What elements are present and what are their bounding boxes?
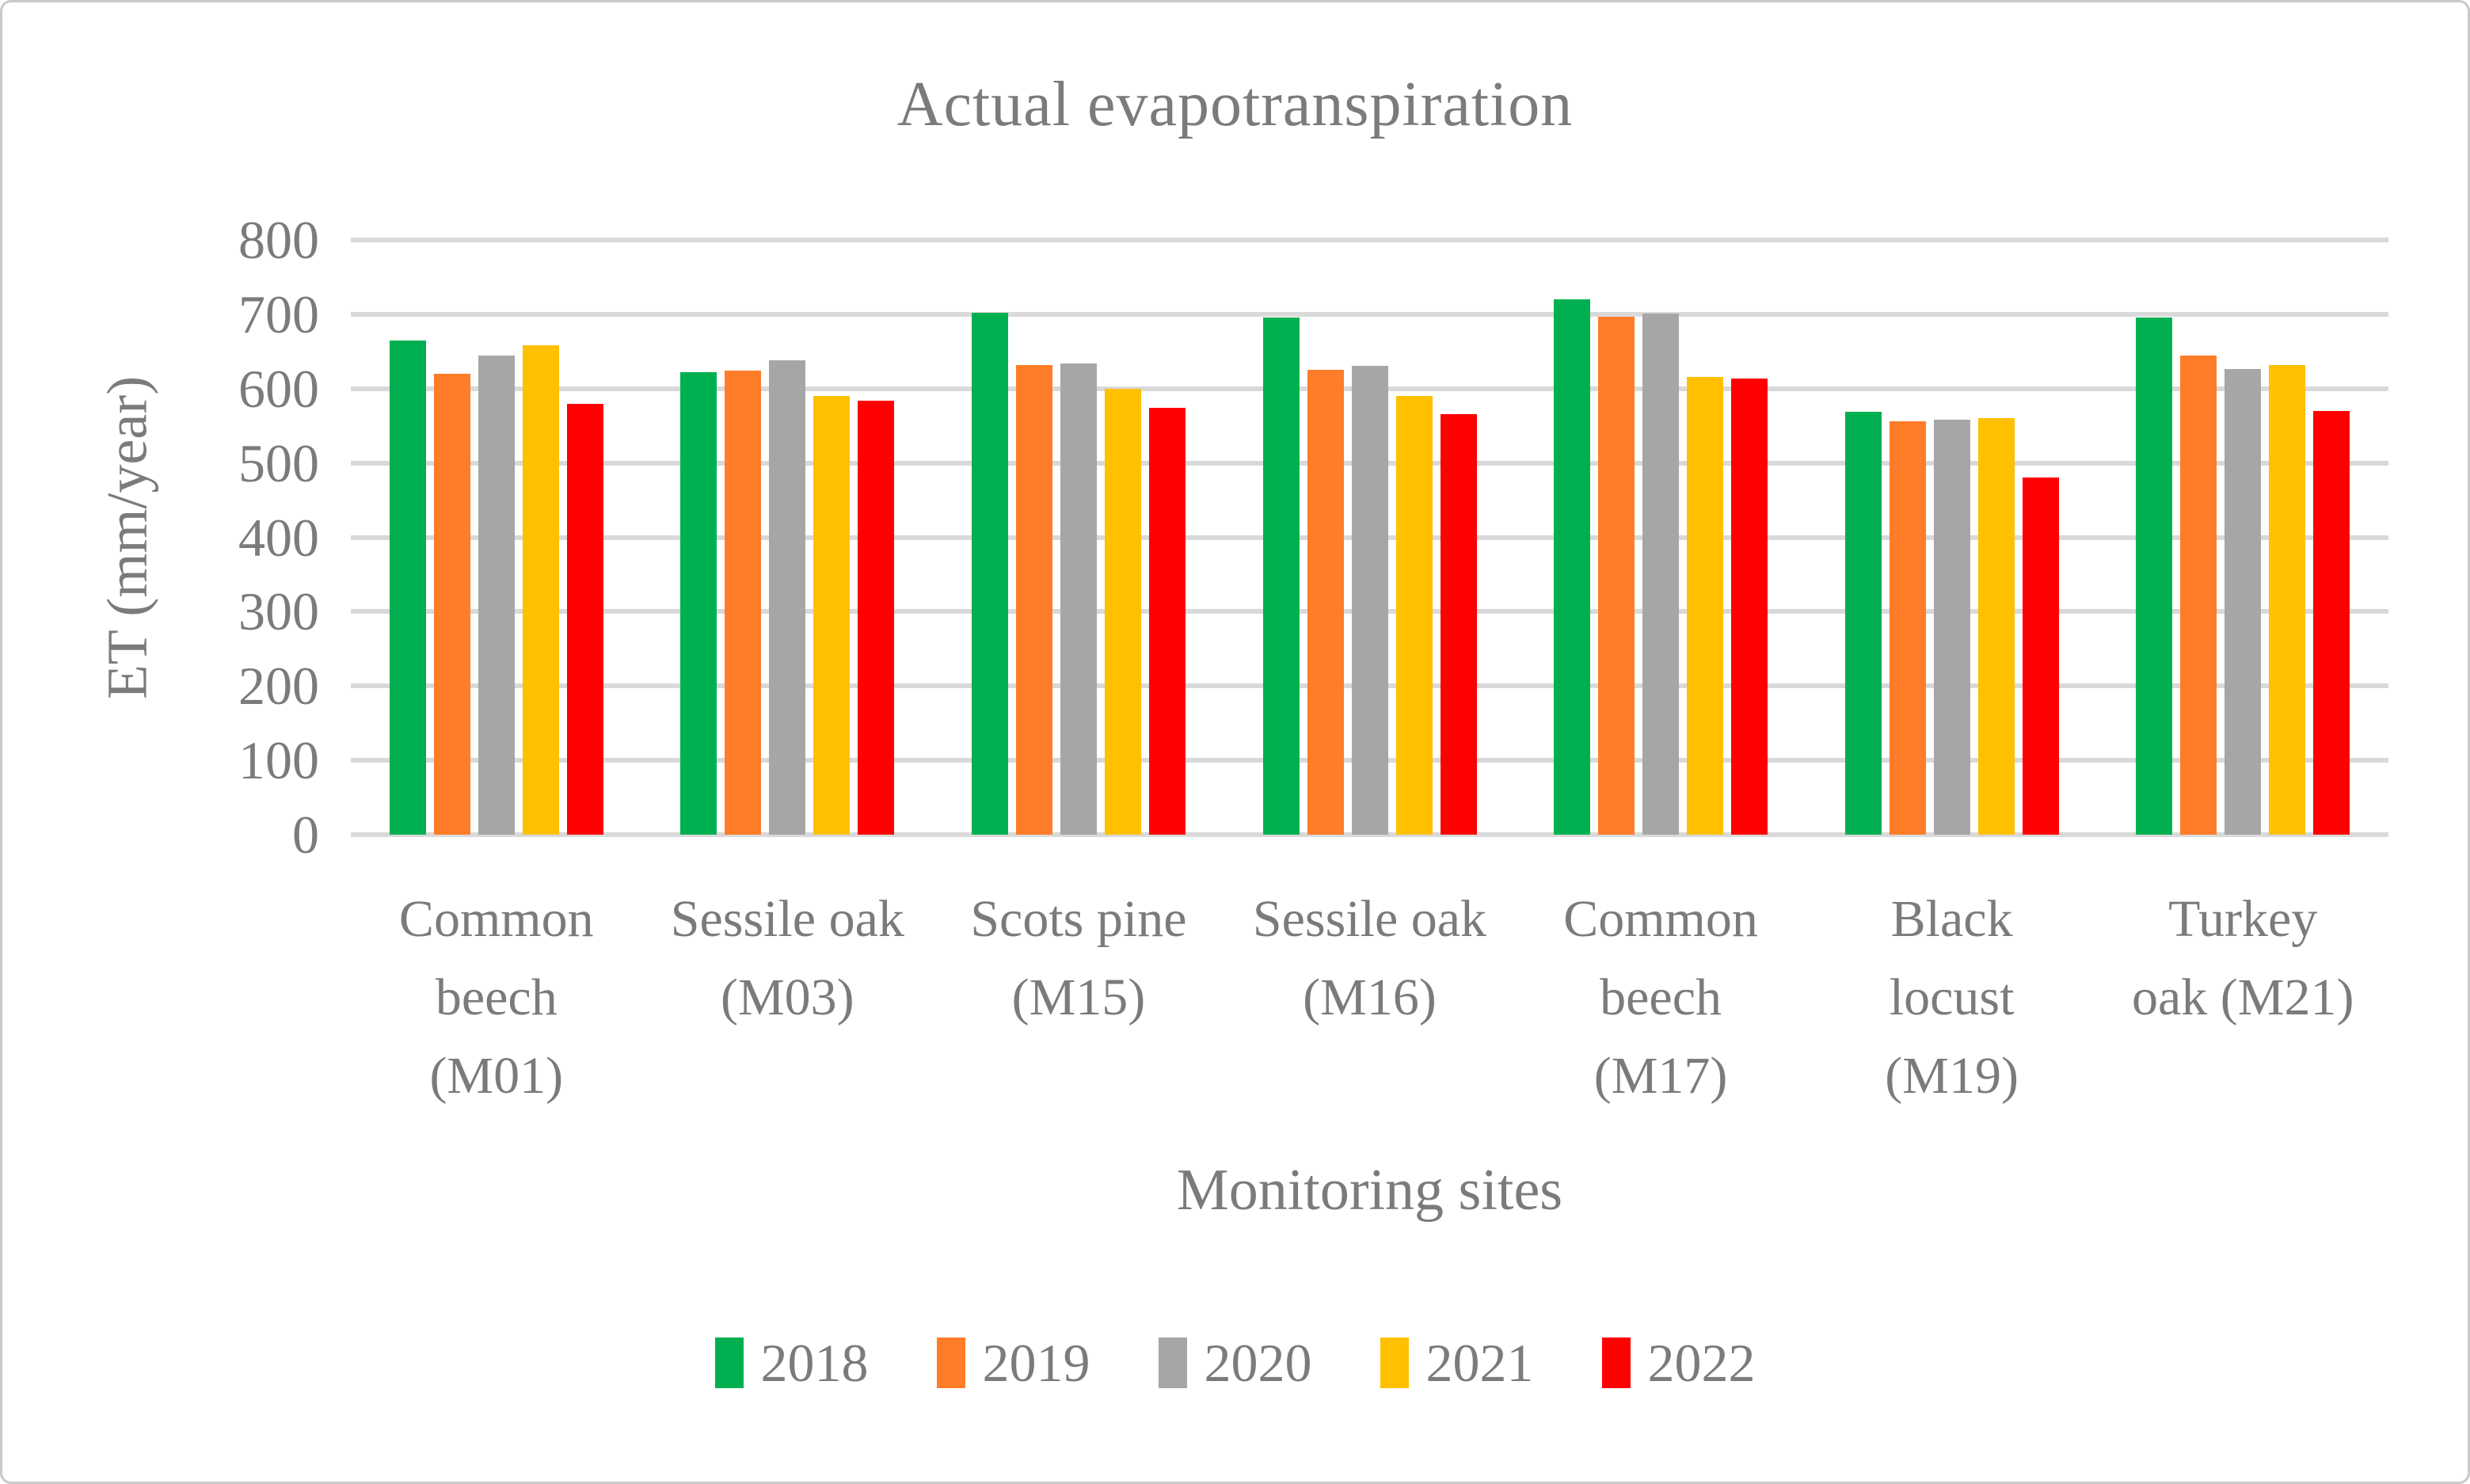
bar-2022-cat4 bbox=[1440, 413, 1477, 835]
bar-2019-cat1 bbox=[433, 373, 470, 835]
gridline-0 bbox=[351, 832, 2388, 837]
x-category-label-line: oak (M21) bbox=[2131, 968, 2354, 1026]
bar-2019-cat7 bbox=[2180, 356, 2217, 835]
bar-2021-cat2 bbox=[813, 396, 851, 835]
x-category-label-3: Scots pine (M15) bbox=[933, 880, 1224, 1037]
bar-2022-cat6 bbox=[2022, 478, 2059, 835]
legend-label-2019: 2019 bbox=[982, 1333, 1090, 1393]
legend-swatch-2021 bbox=[1380, 1338, 1409, 1388]
legend-item-2019: 2019 bbox=[936, 1333, 1090, 1393]
bar-2020-cat3 bbox=[1060, 363, 1097, 835]
bar-2021-cat3 bbox=[1104, 388, 1141, 835]
bar-2020-cat1 bbox=[478, 355, 515, 835]
y-tick-label-200: 200 bbox=[238, 656, 319, 717]
x-category-label-5: Common beech (M17) bbox=[1515, 880, 1806, 1115]
x-category-label-line: Scots pine bbox=[970, 890, 1187, 948]
y-tick-label-300: 300 bbox=[238, 581, 319, 642]
legend: 2018 2019 2020 2021 2022 bbox=[2, 1334, 2468, 1391]
y-tick-label-500: 500 bbox=[238, 432, 319, 493]
bar-2018-cat2 bbox=[680, 372, 717, 835]
x-category-label-line: (M01) bbox=[429, 1047, 564, 1105]
y-tick-label-800: 800 bbox=[238, 210, 319, 270]
bar-2019-cat4 bbox=[1307, 370, 1344, 835]
bar-2021-cat4 bbox=[1395, 396, 1433, 835]
x-category-label-1: Common beech (M01) bbox=[351, 880, 642, 1115]
legend-label-2021: 2021 bbox=[1425, 1333, 1534, 1393]
x-category-label-line: (M17) bbox=[1593, 1047, 1728, 1105]
x-category-label-line: Turkey bbox=[2168, 890, 2318, 948]
bar-2018-cat3 bbox=[971, 313, 1008, 835]
y-tick-label-600: 600 bbox=[238, 358, 319, 419]
bar-2019-cat2 bbox=[725, 371, 762, 835]
x-category-label-line: (M16) bbox=[1303, 968, 1437, 1026]
bar-2020-cat4 bbox=[1351, 365, 1388, 835]
y-tick-label-100: 100 bbox=[238, 730, 319, 791]
x-category-label-line: (M15) bbox=[1011, 968, 1146, 1026]
bar-2019-cat5 bbox=[1598, 316, 1635, 835]
x-category-label-line: Common bbox=[1563, 890, 1758, 948]
legend-swatch-2018 bbox=[714, 1338, 744, 1388]
bar-2022-cat5 bbox=[1731, 378, 1768, 835]
legend-swatch-2022 bbox=[1601, 1338, 1631, 1388]
x-category-label-line: (M19) bbox=[1885, 1047, 2019, 1105]
bar-2020-cat5 bbox=[1642, 313, 1680, 835]
x-category-label-7: Turkey oak (M21) bbox=[2097, 880, 2388, 1037]
legend-label-2018: 2018 bbox=[760, 1333, 869, 1393]
x-category-label-line: Sessile oak bbox=[670, 890, 904, 948]
legend-item-2022: 2022 bbox=[1601, 1333, 1756, 1393]
bar-2018-cat5 bbox=[1554, 299, 1591, 835]
bar-2021-cat5 bbox=[1687, 376, 1724, 835]
x-category-label-4: Sessile oak (M16) bbox=[1224, 880, 1516, 1037]
bar-2018-cat7 bbox=[2136, 317, 2173, 835]
y-tick-label-400: 400 bbox=[238, 507, 319, 568]
x-axis-title: Monitoring sites bbox=[1176, 1158, 1563, 1223]
bar-2020-cat2 bbox=[769, 360, 806, 835]
bar-2021-cat7 bbox=[2269, 364, 2306, 835]
x-category-label-line: (M03) bbox=[721, 968, 854, 1026]
bar-2021-cat1 bbox=[522, 345, 559, 835]
legend-swatch-2020 bbox=[1158, 1338, 1187, 1388]
bar-2022-cat3 bbox=[1148, 408, 1186, 835]
bar-2019-cat6 bbox=[1889, 421, 1926, 835]
bar-2021-cat6 bbox=[1977, 418, 2015, 835]
x-category-label-6: Black locust (M19) bbox=[1806, 880, 2098, 1115]
legend-swatch-2019 bbox=[936, 1338, 965, 1388]
y-tick-label-700: 700 bbox=[238, 283, 319, 344]
bar-2019-cat3 bbox=[1015, 364, 1052, 835]
bar-2020-cat7 bbox=[2225, 369, 2262, 835]
bar-2018-cat4 bbox=[1262, 317, 1300, 835]
x-category-label-line: beech bbox=[1600, 968, 1722, 1026]
x-category-label-line: locust bbox=[1889, 968, 2015, 1026]
gridline-800 bbox=[351, 238, 2388, 242]
bar-2020-cat6 bbox=[1933, 420, 1970, 835]
bar-2022-cat1 bbox=[566, 403, 603, 835]
x-category-label-line: beech bbox=[435, 968, 558, 1026]
x-category-label-2: Sessile oak (M03) bbox=[642, 880, 934, 1037]
legend-item-2020: 2020 bbox=[1158, 1333, 1312, 1393]
y-tick-label-0: 0 bbox=[292, 805, 319, 865]
plot-area bbox=[351, 238, 2388, 837]
x-category-label-line: Sessile oak bbox=[1252, 890, 1487, 948]
x-category-label-line: Black bbox=[1890, 890, 2013, 948]
bar-2022-cat2 bbox=[858, 400, 895, 835]
chart-title: Actual evapotranspiration bbox=[896, 70, 1574, 139]
gridline-700 bbox=[351, 311, 2388, 317]
legend-label-2022: 2022 bbox=[1647, 1333, 1756, 1393]
legend-label-2020: 2020 bbox=[1204, 1333, 1312, 1393]
bar-2022-cat7 bbox=[2313, 410, 2350, 835]
legend-item-2021: 2021 bbox=[1380, 1334, 1534, 1391]
bar-2018-cat1 bbox=[389, 340, 426, 835]
legend-item-2018: 2018 bbox=[714, 1333, 869, 1393]
x-category-label-line: Common bbox=[398, 890, 594, 948]
bar-2018-cat6 bbox=[1844, 411, 1882, 835]
